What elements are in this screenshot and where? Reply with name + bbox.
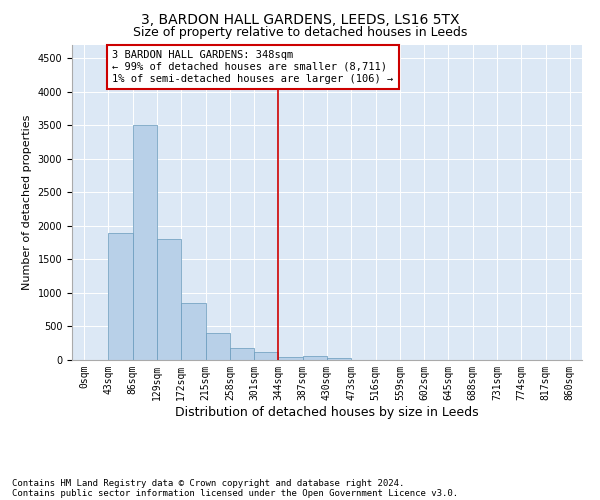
Bar <box>327 358 351 360</box>
Bar <box>109 232 133 360</box>
Text: Size of property relative to detached houses in Leeds: Size of property relative to detached ho… <box>133 26 467 39</box>
Bar <box>206 333 230 360</box>
Y-axis label: Number of detached properties: Number of detached properties <box>22 115 32 290</box>
Text: Contains HM Land Registry data © Crown copyright and database right 2024.: Contains HM Land Registry data © Crown c… <box>12 478 404 488</box>
Text: 3 BARDON HALL GARDENS: 348sqm
← 99% of detached houses are smaller (8,711)
1% of: 3 BARDON HALL GARDENS: 348sqm ← 99% of d… <box>112 50 394 84</box>
Bar <box>230 348 254 360</box>
Bar <box>303 356 327 360</box>
Bar <box>254 352 278 360</box>
Bar <box>133 126 157 360</box>
Bar <box>157 240 181 360</box>
Bar <box>181 303 206 360</box>
Text: Contains public sector information licensed under the Open Government Licence v3: Contains public sector information licen… <box>12 488 458 498</box>
X-axis label: Distribution of detached houses by size in Leeds: Distribution of detached houses by size … <box>175 406 479 418</box>
Text: 3, BARDON HALL GARDENS, LEEDS, LS16 5TX: 3, BARDON HALL GARDENS, LEEDS, LS16 5TX <box>141 12 459 26</box>
Bar <box>278 358 303 360</box>
